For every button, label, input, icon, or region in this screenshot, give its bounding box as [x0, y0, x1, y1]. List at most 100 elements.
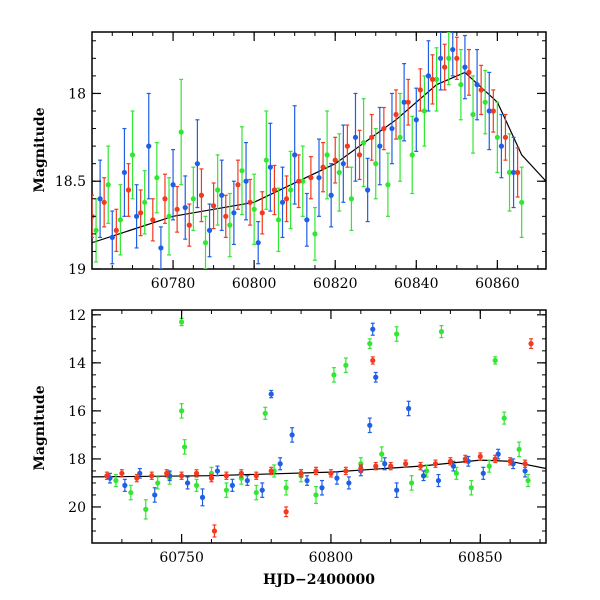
top-red-data-point [211, 203, 217, 209]
top-blue-data-point [413, 117, 419, 123]
bottom-red-data-point [373, 463, 379, 469]
top-blue-data-point [474, 82, 480, 88]
bottom-data-layer [92, 317, 546, 538]
bottom-red-data-point [403, 461, 409, 467]
bottom-red-data-point [343, 468, 349, 474]
bottom-blue-data-point [184, 480, 191, 486]
top-green-data-point [458, 82, 464, 88]
bottom-red-data-point [462, 456, 468, 462]
bottom-red-data-point [528, 341, 534, 347]
top-x-tick-label: 60800 [232, 276, 277, 292]
bottom-green-data-point [423, 468, 430, 474]
top-green-data-point [202, 240, 209, 246]
top-red-data-point [283, 196, 290, 202]
bottom-green-data-point [438, 329, 445, 335]
top-red-data-point [442, 64, 448, 70]
top-blue-data-point [328, 192, 334, 198]
top-blue-data-point [146, 143, 152, 149]
bottom-green-data-point [516, 446, 522, 452]
top-red-data-point [454, 55, 460, 61]
top-green-data-point [275, 217, 282, 223]
top-red-data-point [271, 187, 278, 193]
bottom-red-data-point [119, 470, 125, 476]
top-blue-data-point [450, 46, 456, 53]
bottom-blue-data-point [268, 391, 274, 397]
top-red-data-point [186, 222, 192, 228]
bottom-red-data-point [313, 468, 319, 474]
bottom-blue-data-point [122, 482, 128, 488]
bottom-red-data-point [179, 473, 185, 479]
top-red-data-point [332, 157, 338, 163]
top-plot-frame [91, 31, 547, 270]
top-green-data-point [312, 231, 318, 237]
top-x-tick-label: 60820 [313, 276, 358, 292]
top-green-data-point [263, 157, 269, 163]
bottom-green-data-point [179, 408, 185, 414]
top-blue-data-point [292, 152, 298, 158]
top-blue-data-point [243, 178, 249, 184]
top-blue-data-point [462, 64, 468, 70]
bottom-red-data-point [432, 461, 439, 467]
top-green-data-point [482, 99, 488, 105]
top-blue-data-point [231, 210, 237, 216]
top-blue-data-point [279, 199, 286, 205]
bottom-red-data-point [211, 528, 218, 534]
top-red-data-point [174, 206, 180, 212]
bottom-blue-data-point [229, 482, 235, 488]
top-green-data-point [93, 227, 99, 233]
bottom-blue-data-point [244, 477, 250, 484]
top-blue-data-point [97, 196, 103, 202]
bottom-blue-data-point [367, 422, 373, 428]
top-green-data-point [105, 182, 111, 188]
top-red-data-point [515, 169, 521, 176]
top-green-data-point [154, 175, 160, 181]
top-green-data-point [227, 222, 233, 228]
bottom-y-tick-label: 12 [68, 308, 86, 324]
top-green-data-point [373, 161, 379, 167]
bottom-x-tick-label: 60800 [309, 550, 354, 566]
bottom-red-data-point [134, 475, 140, 481]
bottom-blue-data-point [480, 470, 486, 476]
bottom-green-data-point [223, 487, 230, 493]
bottom-green-data-point [408, 480, 415, 486]
bottom-green-data-point [143, 506, 149, 512]
bottom-plot-frame [91, 309, 547, 544]
top-blue-data-point [401, 99, 407, 105]
bottom-green-data-point [492, 357, 498, 364]
bottom-blue-data-point [420, 473, 427, 479]
bottom-red-data-point [522, 461, 528, 467]
top-blue-data-point [267, 164, 273, 170]
bottom-panel: Magnitude HJD−2400000 60750 60800 60850 12 1… [32, 308, 547, 588]
bottom-blue-data-point [152, 492, 158, 498]
bottom-blue-data-point [277, 461, 283, 467]
top-blue-data-point [194, 161, 200, 167]
bottom-blue-data-point [334, 475, 340, 481]
bottom-red-data-point [447, 458, 454, 464]
top-red-data-point [356, 152, 363, 158]
top-blue-data-point [206, 227, 213, 233]
bottom-green-data-point [313, 492, 319, 498]
top-x-tick-label: 60840 [394, 276, 439, 292]
top-blue-data-point [170, 182, 176, 188]
top-y-tick-label: 19 [68, 262, 86, 278]
bottom-red-data-point [238, 470, 244, 476]
bottom-y-tick-label: 20 [68, 500, 86, 516]
top-y-axis-label: Magnitude [32, 107, 48, 192]
bottom-red-data-point [298, 470, 304, 476]
bottom-red-data-point [283, 509, 289, 515]
top-x-tick-label: 60860 [475, 276, 520, 292]
top-blue-data-point [389, 125, 395, 132]
top-green-data-point [360, 140, 367, 146]
bottom-blue-data-point [435, 477, 442, 484]
bottom-green-data-point [501, 415, 507, 421]
bottom-red-data-point [492, 456, 498, 462]
top-blue-data-point [438, 55, 444, 61]
bottom-red-data-point [370, 357, 376, 364]
bottom-blue-data-point [370, 326, 376, 332]
top-blue-data-point [340, 161, 346, 167]
bottom-green-data-point [468, 485, 474, 491]
top-green-data-point [348, 196, 355, 202]
bottom-red-data-point [328, 470, 334, 476]
top-green-data-point [190, 196, 196, 202]
